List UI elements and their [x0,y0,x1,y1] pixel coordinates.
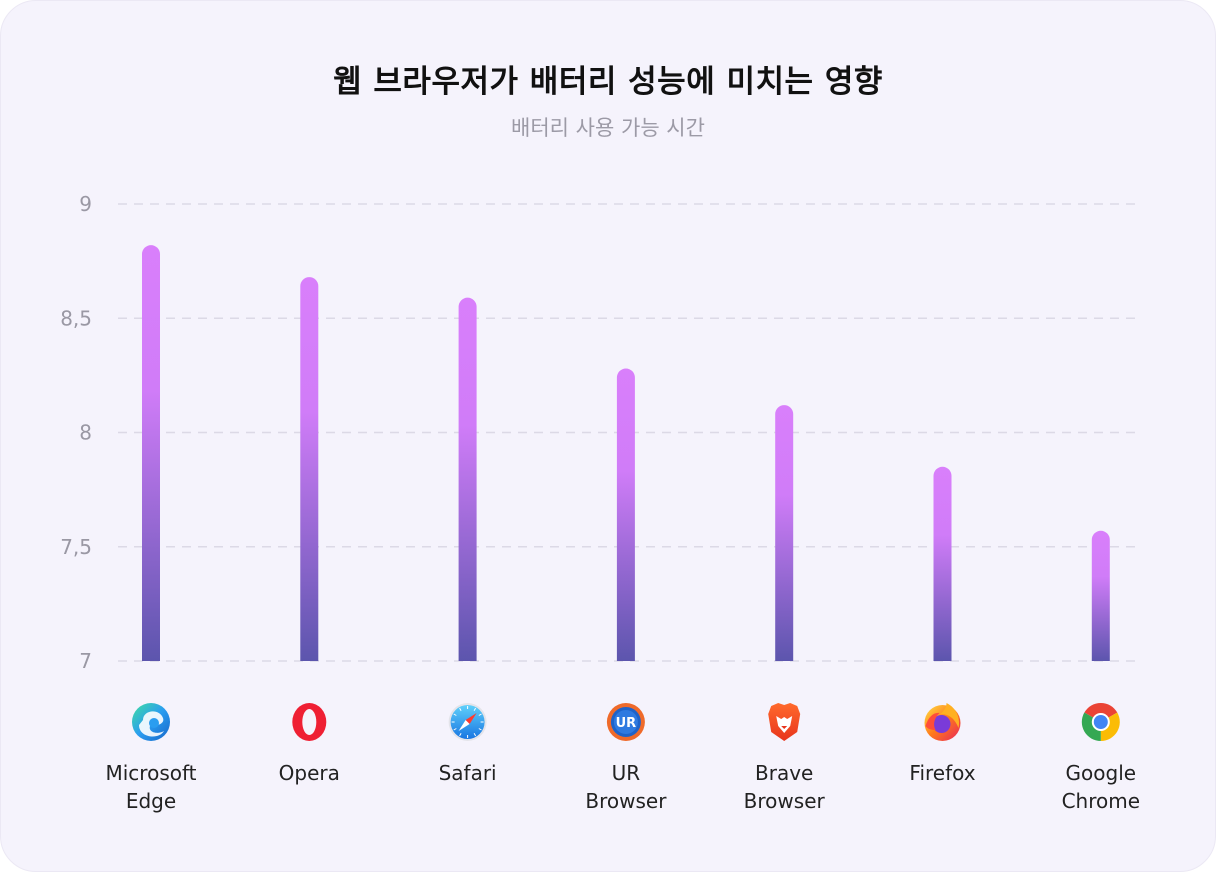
browser-icons: UR [132,703,1120,741]
x-axis-labels: Microsoft Edge Opera Safari UR Browser Brave Br… [105,761,1140,813]
google-chrome-icon [1081,703,1120,741]
svg-text:UR: UR [616,716,637,731]
x-category-label: Edge [126,789,176,813]
chart-subtitle: 배터리 사용 가능 시간 [511,116,705,140]
x-category-label: UR [612,761,641,785]
x-category-label: Chrome [1062,789,1140,813]
gridlines [118,203,1136,662]
x-category-label: Safari [439,761,497,785]
x-category-label: Microsoft [105,761,196,785]
y-axis-ticks: 7 7,5 8 8,5 9 [60,192,92,673]
brave-browser-icon [768,703,801,741]
x-category-label: Opera [279,761,340,785]
opera-icon [292,703,327,741]
y-tick-label: 9 [79,192,92,216]
x-category-label: Browser [585,789,667,813]
x-category-label: Firefox [909,761,975,785]
x-category-label: Browser [744,789,826,813]
y-tick-label: 8,5 [60,306,92,330]
x-category-label: Brave [755,761,813,785]
bar [933,466,952,661]
microsoft-edge-icon [132,703,170,741]
y-tick-label: 8 [79,421,92,445]
bar [142,245,160,661]
bar [300,277,319,661]
bar [616,368,635,661]
ur-browser-icon: UR [606,703,645,741]
safari-icon [448,703,487,741]
bars [142,245,1110,661]
y-tick-label: 7,5 [60,535,92,559]
bar [775,405,794,661]
bar [458,297,477,661]
chart-title: 웹 브라우저가 배터리 성능에 미치는 영향 [333,64,883,100]
firefox-icon [924,703,961,741]
x-category-label: Google [1066,761,1137,785]
bar [1091,530,1110,661]
y-tick-label: 7 [79,649,92,673]
